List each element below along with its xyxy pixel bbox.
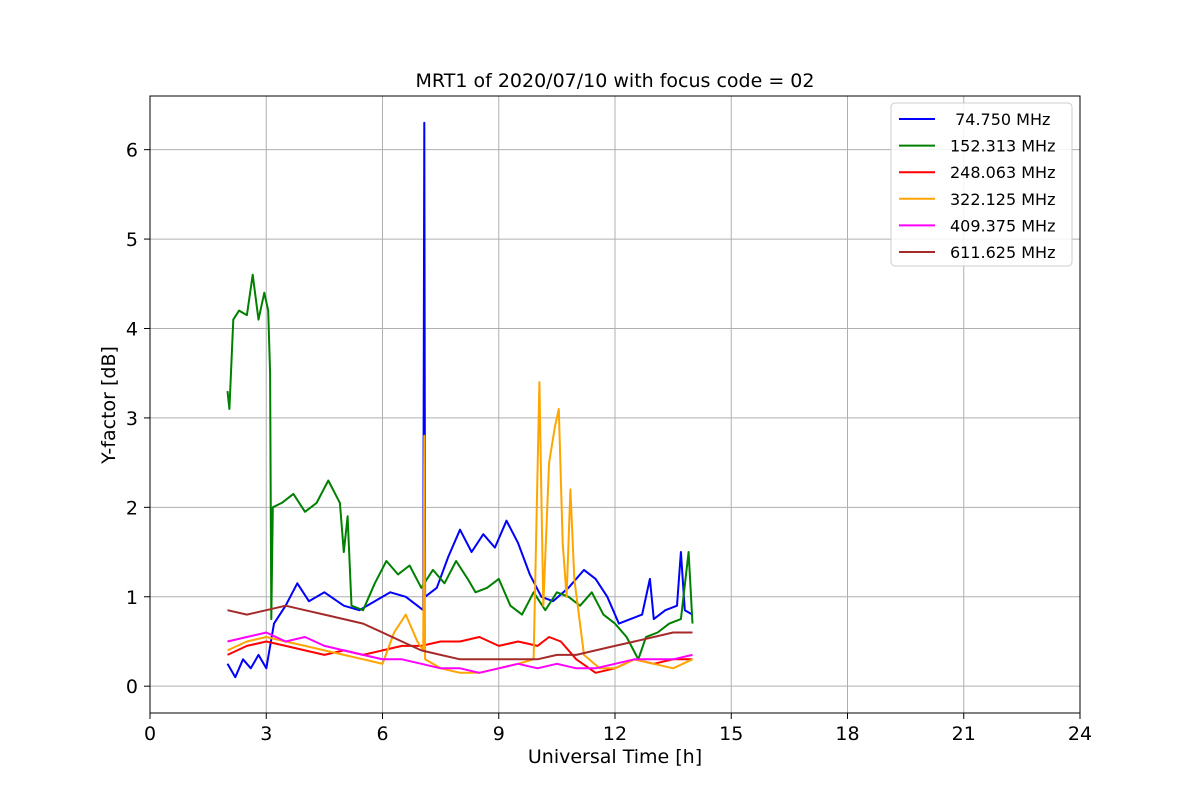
y-tick-label: 5 (126, 229, 138, 251)
y-tick-label: 3 (126, 408, 138, 430)
series-line-0 (226, 121, 693, 679)
x-tick-label: 15 (719, 723, 743, 745)
legend-entry-5: 611.625 MHz (950, 243, 1055, 262)
series-layer (226, 121, 694, 679)
legend: 74.750 MHz 152.313 MHz 248.063 MHz 322.125 … (890, 102, 1073, 267)
x-tick-label: 6 (376, 723, 388, 745)
x-tick-label: 3 (260, 723, 272, 745)
legend-entry-1: 152.313 MHz (950, 137, 1055, 156)
y-tick-label: 6 (126, 140, 138, 162)
x-tick-label: 21 (952, 723, 976, 745)
x-axis-label: Universal Time [h] (528, 746, 702, 768)
y-tick-label: 0 (126, 676, 138, 698)
y-tick-label: 2 (126, 497, 138, 519)
legend-entry-0: 74.750 MHz (950, 110, 1050, 129)
legend-entry-4: 409.375 MHz (950, 216, 1055, 235)
x-tick-label: 9 (493, 723, 505, 745)
y-axis-label: Y-factor [dB] (98, 346, 120, 465)
legend-entry-2: 248.063 MHz (950, 163, 1055, 182)
legend-box (890, 102, 1073, 267)
y-tick-label: 4 (126, 318, 138, 340)
x-tick-label: 18 (835, 723, 859, 745)
series-line-1 (226, 273, 694, 661)
y-tick-label: 1 (126, 587, 138, 609)
x-tick-label: 24 (1068, 723, 1092, 745)
chart-title: MRT1 of 2020/07/10 with focus code = 02 (416, 70, 815, 92)
legend-entry-3: 322.125 MHz (950, 190, 1055, 209)
series-line-5 (227, 604, 693, 661)
x-tick-label: 12 (603, 723, 627, 745)
series-line-4 (227, 631, 693, 674)
x-tick-label: 0 (144, 723, 156, 745)
